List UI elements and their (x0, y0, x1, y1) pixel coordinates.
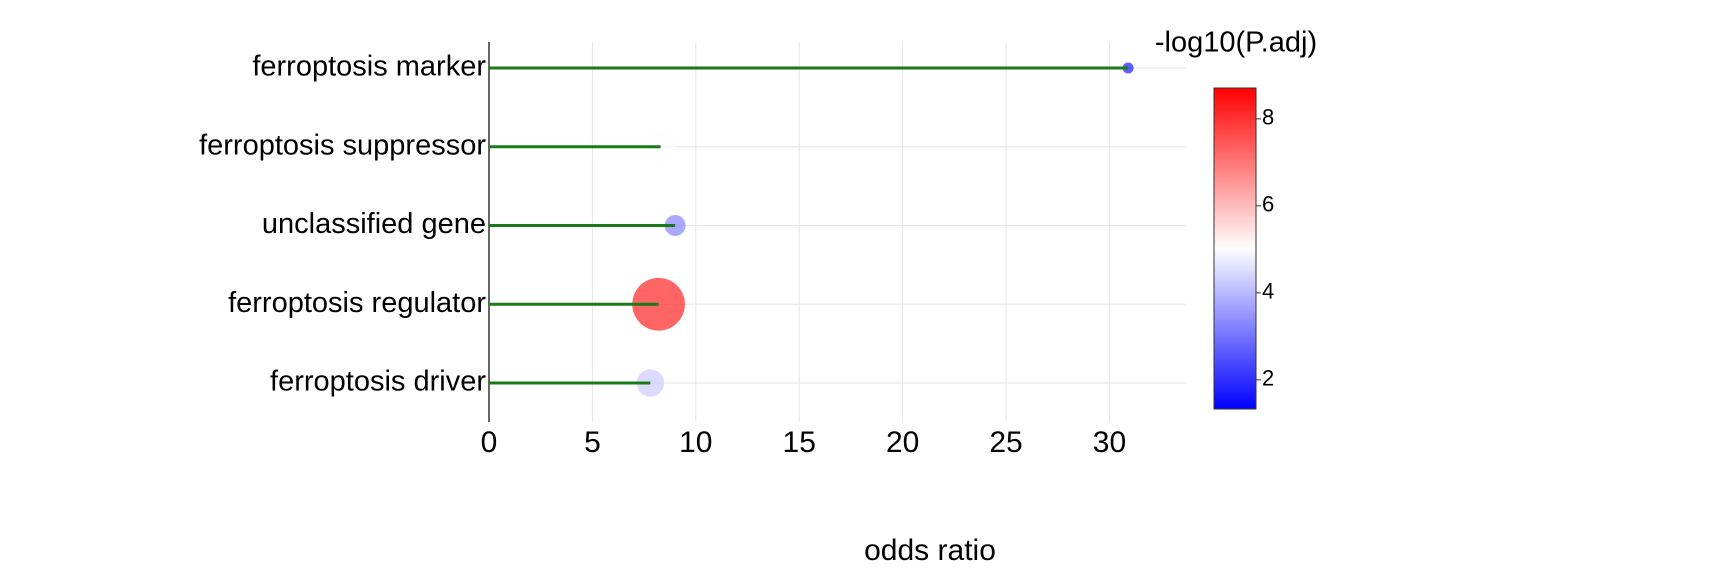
y-tick-label: ferroptosis regulator (228, 287, 486, 319)
x-tick-label: 25 (989, 426, 1022, 459)
y-tick-label: ferroptosis suppressor (199, 129, 486, 161)
x-tick-label: 10 (679, 426, 712, 459)
x-tick-label: 30 (1093, 426, 1126, 459)
colorbar (1213, 87, 1257, 410)
colorbar-tick-label: 6 (1262, 192, 1274, 217)
colorbar-title: -log10(P.adj) (1155, 27, 1317, 59)
y-tick-label: ferroptosis driver (270, 366, 486, 398)
x-tick-label: 0 (481, 426, 498, 459)
x-axis-title: odds ratio (864, 534, 996, 567)
x-tick-label: 20 (886, 426, 919, 459)
colorbar-tick-label: 2 (1262, 366, 1274, 391)
y-tick-label: ferroptosis marker (252, 51, 486, 83)
colorbar-tick-label: 8 (1262, 105, 1274, 130)
colorbar-tick-label: 4 (1262, 279, 1274, 304)
x-tick-label: 15 (783, 426, 816, 459)
x-tick-label: 5 (584, 426, 601, 459)
y-tick-label: unclassified gene (262, 208, 486, 240)
